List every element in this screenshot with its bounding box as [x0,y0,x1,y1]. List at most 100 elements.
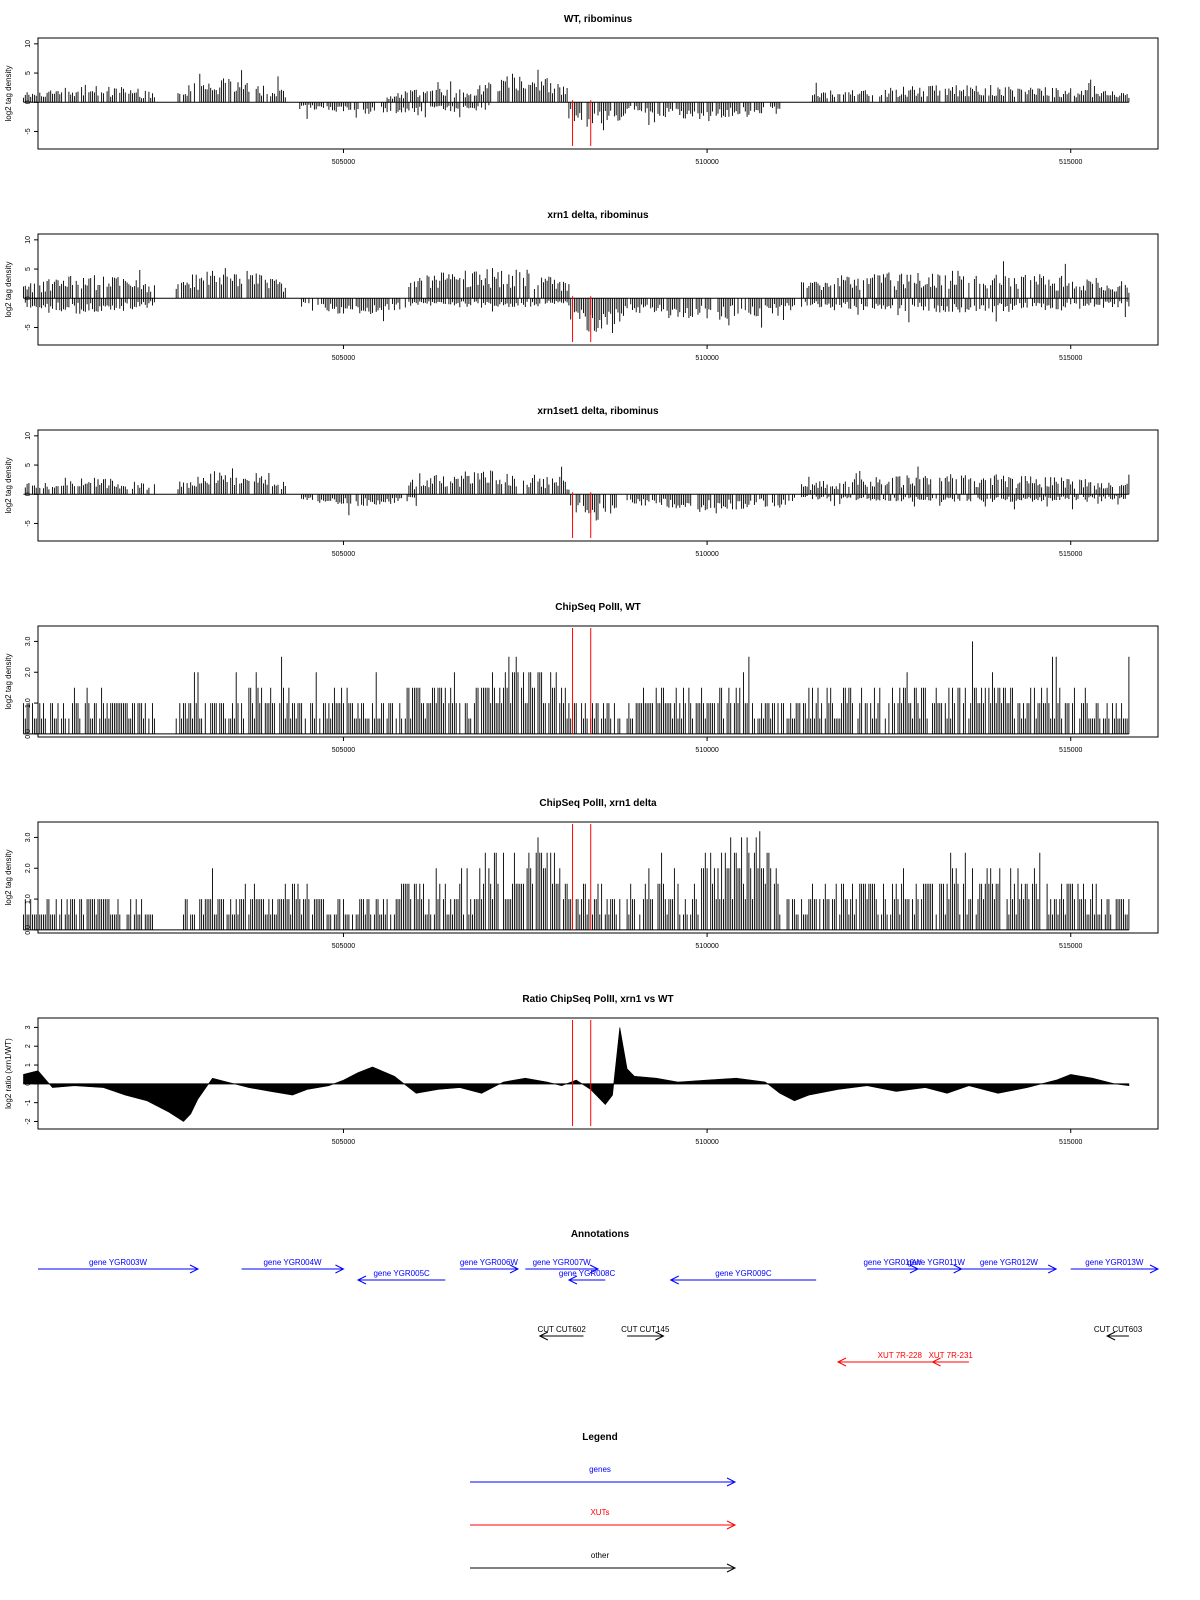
x-tick-label: 505000 [332,747,355,754]
plot-frame [37,233,1159,346]
y-tick-label: 1 [25,1063,32,1067]
annotations-panel: Annotations gene YGR003W gene YGR004W gene … [38,1229,1160,1367]
y-tick-label: 1.0 [25,894,32,904]
legend-arrow-head [726,1563,737,1573]
y-tick-label: 3.0 [25,832,32,842]
x-tick-label: 510000 [695,943,718,950]
annotation-arrow-head [538,1331,549,1341]
plot-frame [37,429,1159,542]
annotation-label: gene YGR013W [1085,1258,1144,1267]
y-tick-label: 10 [25,40,32,48]
y-tick-label: 10 [25,432,32,440]
x-tick-label: 505000 [332,551,355,558]
annotation-label: CUT CUT603 [1094,1325,1143,1334]
annotation-label: gene YGR006W [460,1258,519,1267]
x-tick-label: 510000 [695,1139,718,1146]
chart-panel-3: xrn1set1 delta, ribominus log2 tag densit… [4,406,1159,558]
annotation-label: gene YGR009C [715,1269,772,1278]
annotation-arrow-head [1047,1264,1058,1274]
chart-title: ChipSeq PolII, xrn1 delta [539,798,657,809]
y-axis-label: log2 tag density [4,653,13,709]
annotation-label: gene YGR005C [373,1269,430,1278]
x-tick-label: 510000 [695,355,718,362]
x-tick-label: 505000 [332,159,355,166]
x-tick-label: 505000 [332,355,355,362]
y-tick-label: -5 [25,128,32,134]
annotation-arrow-head [836,1357,847,1367]
annotation-arrow-head [655,1331,665,1341]
y-tick-label: 10 [25,236,32,244]
annotation-label: gene YGR010W [863,1258,922,1267]
density-bars [23,261,1130,333]
y-tick-label: 5 [25,71,32,75]
annotation-label: gene YGR008C [559,1269,616,1278]
y-tick-label: -5 [25,324,32,330]
legend-title: Legend [582,1432,618,1443]
annotation-label: XUT 7R-228 [878,1351,923,1360]
y-tick-label: -1 [25,1099,32,1105]
y-tick-label: -5 [25,520,32,526]
annotation-arrow-head [1149,1264,1160,1274]
y-axis-label: log2 ratio (xrn1/WT) [4,1038,13,1109]
annotation-arrow-head [335,1264,345,1274]
x-tick-label: 510000 [695,747,718,754]
annotation-label: XUT 7R-231 [929,1351,974,1360]
density-bars [23,831,1130,930]
annotation-arrow-head [356,1275,367,1285]
y-tick-label: 1.0 [25,698,32,708]
density-bars [23,641,1130,734]
annotations-title: Annotations [571,1229,630,1240]
annotation-arrow-head [1105,1331,1116,1341]
chart-title: Ratio ChipSeq PolII, xrn1 vs WT [522,994,673,1005]
annotation-arrow-head [509,1264,520,1274]
x-tick-label: 505000 [332,943,355,950]
annotation-label: CUT CUT145 [621,1325,670,1334]
annotation-label: gene YGR003W [89,1258,148,1267]
plot-frame [37,821,1159,934]
density-bars [24,466,1130,521]
chart-panel-6: Ratio ChipSeq PolII, xrn1 vs WT log2 rati… [4,994,1159,1146]
x-tick-label: 515000 [1059,747,1082,754]
y-axis-label: log2 tag density [4,261,13,317]
legend-arrow-head [726,1477,737,1487]
x-tick-label: 515000 [1059,159,1082,166]
annotation-arrow-head [931,1357,941,1367]
y-tick-label: 5 [25,267,32,271]
annotation-label: gene YGR012W [980,1258,1039,1267]
chart-title: WT, ribominus [564,14,633,25]
legend-label: XUTs [590,1508,609,1517]
chart-title: xrn1set1 delta, ribominus [537,406,659,417]
annotation-label: gene YGR011W [907,1258,965,1267]
chart-title: xrn1 delta, ribominus [547,210,649,221]
x-tick-label: 505000 [332,1139,355,1146]
y-tick-label: 2 [25,1044,32,1048]
x-tick-label: 515000 [1059,1139,1082,1146]
x-tick-label: 515000 [1059,943,1082,950]
chart-panel-5: ChipSeq PolII, xrn1 delta log2 tag densit… [4,798,1159,950]
x-tick-label: 515000 [1059,355,1082,362]
legend-label: other [591,1551,610,1560]
density-bars [23,69,1130,131]
plot-frame [37,1017,1159,1130]
plot-frame [37,37,1159,150]
annotation-label: gene YGR004W [263,1258,322,1267]
x-tick-label: 510000 [695,551,718,558]
y-tick-label: 3.0 [25,636,32,646]
y-tick-label: -2 [25,1118,32,1124]
legend: Legend genes XUTs other [470,1432,737,1573]
annotation-label: CUT CUT602 [537,1325,586,1334]
y-tick-label: 3 [25,1025,32,1029]
annotation-arrow-head [669,1275,679,1285]
legend-arrow-head [726,1520,737,1530]
chart-title: ChipSeq PolII, WT [555,602,641,613]
annotation-arrow-head [953,1264,963,1274]
annotation-arrow-head [589,1264,600,1274]
y-tick-label: 2.0 [25,667,32,677]
ratio-area [23,1027,1130,1122]
y-tick-label: 5 [25,463,32,467]
plot-frame [37,625,1159,738]
